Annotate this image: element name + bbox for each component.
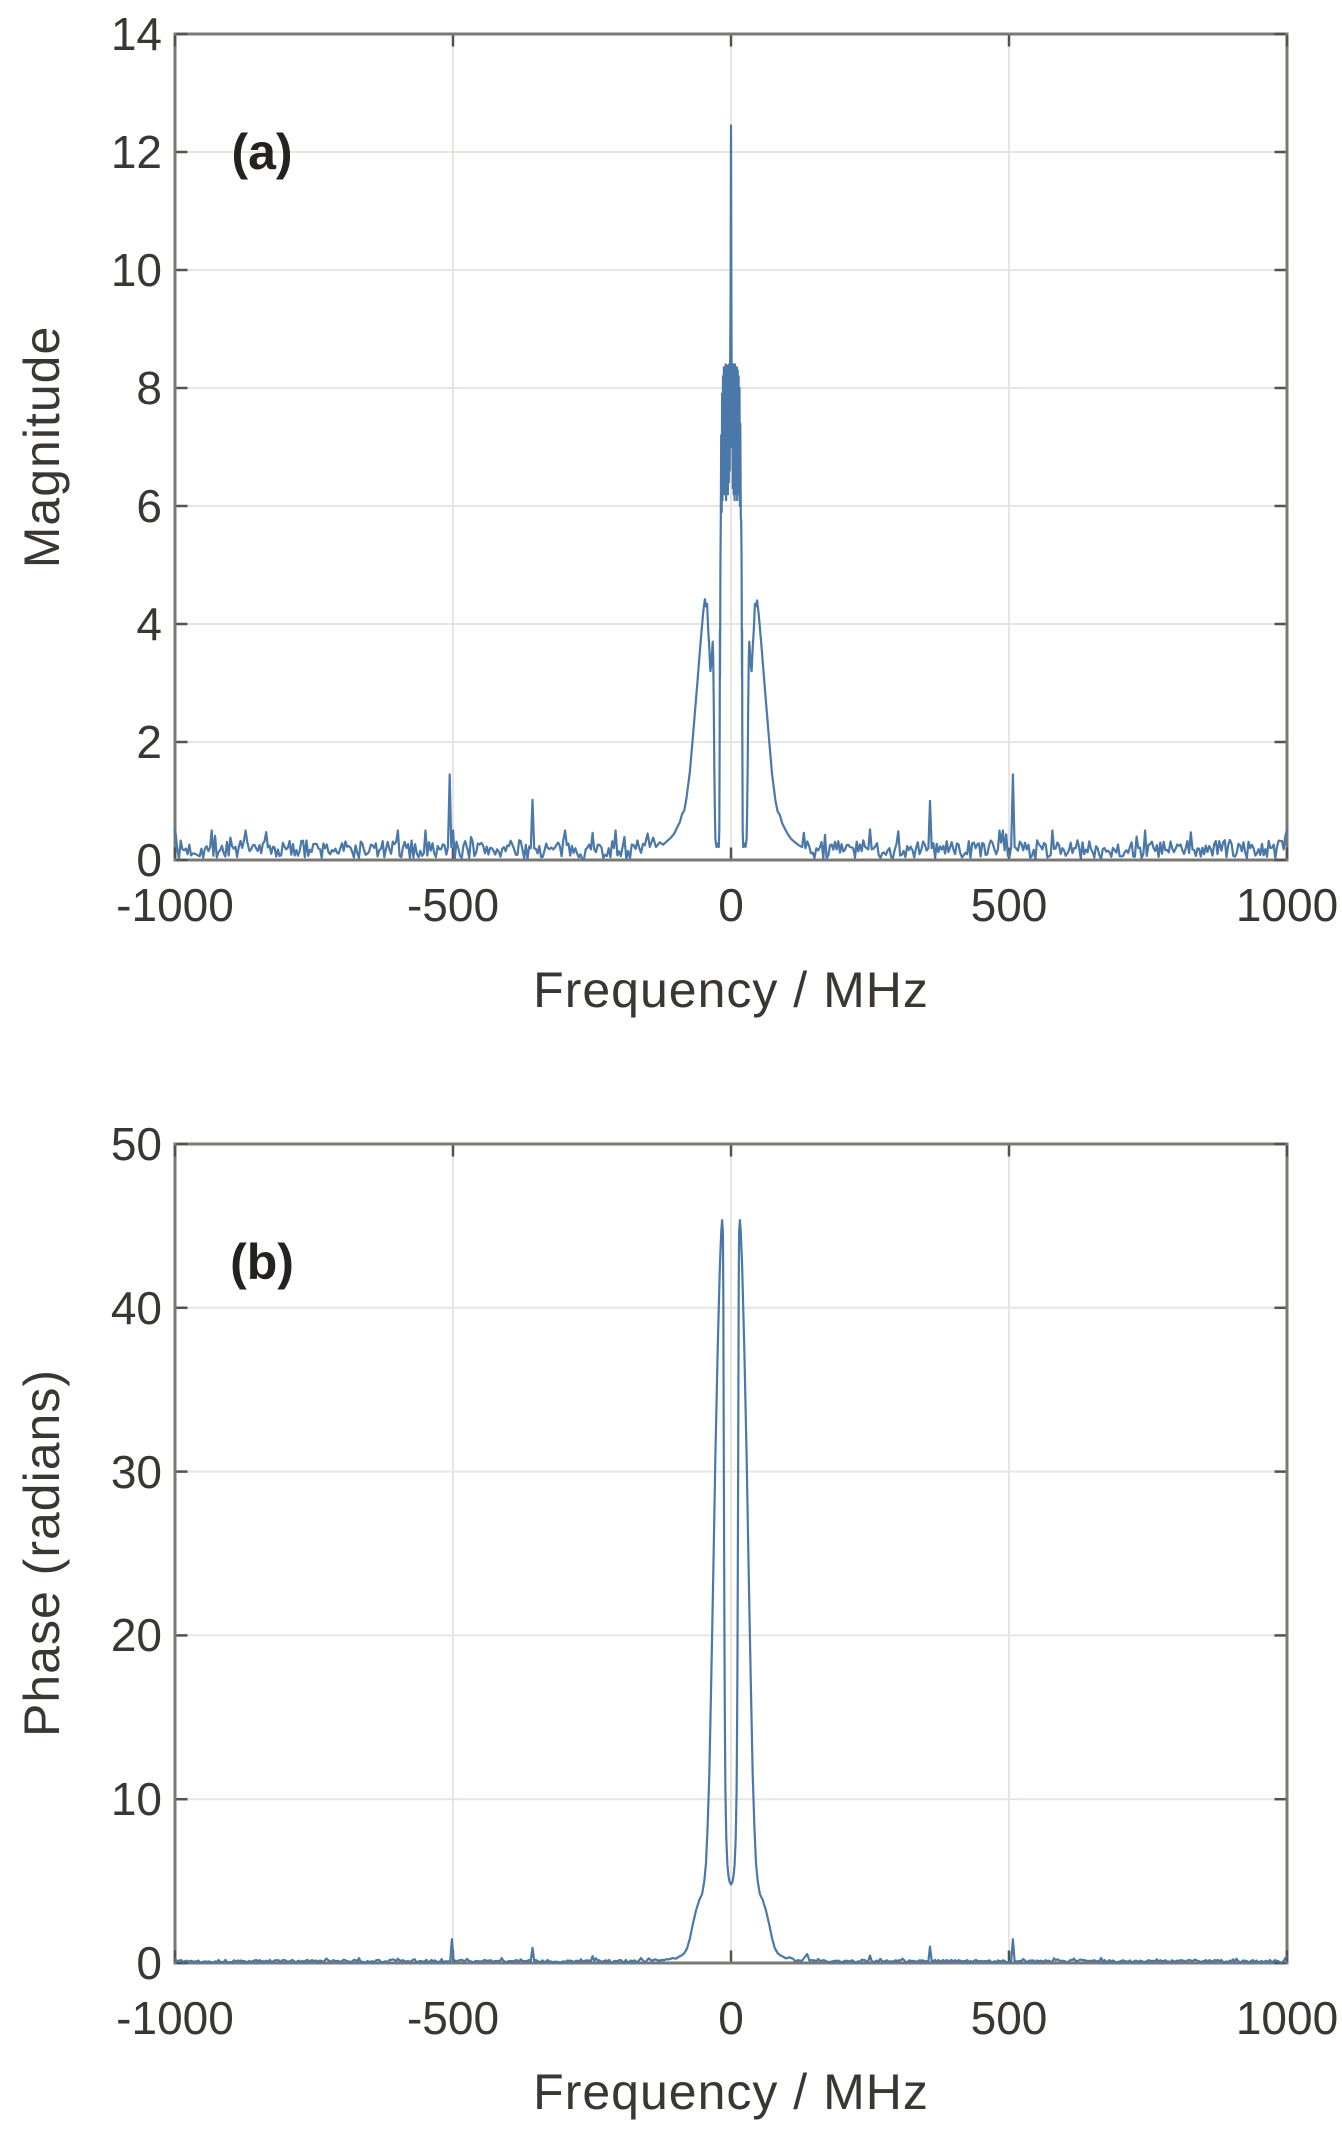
y-tick-label: 30 [110,1445,162,1498]
x-axis-label-frequency-b: Frequency / MHz [533,2064,929,2120]
phase-spectrum-trace [174,1219,1288,1964]
x-tick-label: -1000 [116,879,234,931]
panel-label-b: (b) [230,1234,294,1290]
y-axis-label-phase: Phase (radians) [14,1369,70,1737]
y-tick-label: 0 [136,834,162,886]
axes-border [173,1142,1289,1965]
x-tick-label: 1000 [1235,1992,1339,2044]
y-tick-label: 8 [136,362,162,414]
x-tick-label: -1000 [116,1992,234,2044]
y-tick-label: 50 [110,1118,162,1170]
y-tick-label: 14 [110,8,162,60]
axes-border [173,32,1289,862]
y-tick-label: 4 [136,598,162,650]
magnitude-spectrum-trace [173,124,1289,860]
x-tick-label: -500 [406,1992,500,2044]
y-tick-label: 12 [110,126,162,178]
y-tick-label: 10 [110,244,162,296]
y-tick-label: 40 [110,1281,162,1334]
y-axis-label-magnitude: Magnitude [14,325,70,569]
panel-label-a: (a) [231,124,293,180]
x-tick-label: 1000 [1235,879,1339,931]
y-tick-label: 20 [110,1609,162,1662]
x-tick-label: 500 [970,1992,1048,2044]
x-tick-label: 0 [718,879,744,931]
x-tick-label: -500 [406,879,500,931]
y-tick-label: 10 [110,1773,162,1826]
y-tick-label: 2 [136,716,162,768]
x-axis-label-frequency-a: Frequency / MHz [533,962,929,1018]
y-tick-label: 0 [136,1937,162,1989]
x-tick-label: 0 [718,1992,744,2044]
y-tick-label: 6 [136,480,162,532]
x-tick-label: 500 [970,879,1048,931]
